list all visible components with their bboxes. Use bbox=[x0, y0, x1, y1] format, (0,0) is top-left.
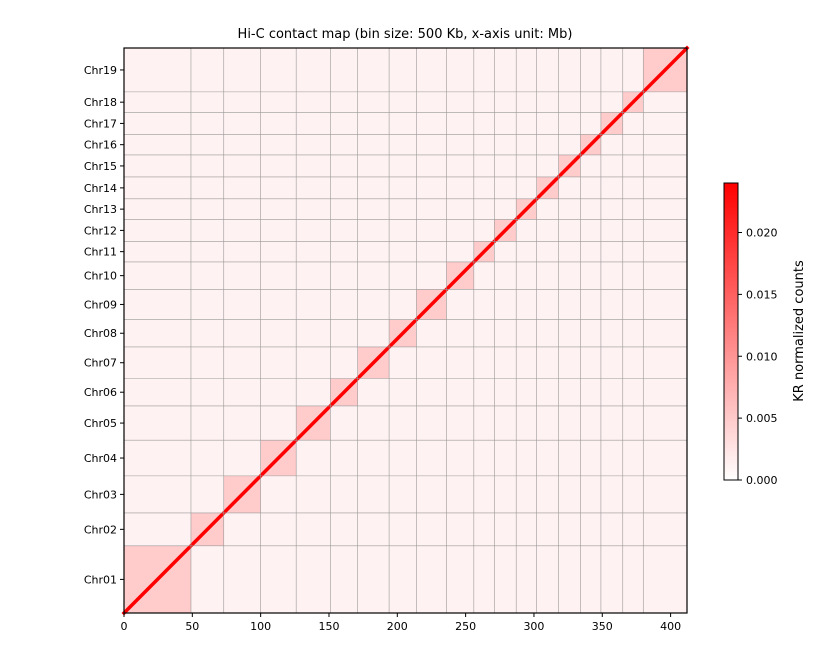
y-tick-label-chr01: Chr01 bbox=[84, 573, 117, 586]
y-tick-label-chr02: Chr02 bbox=[84, 523, 117, 536]
x-tick-label: 0 bbox=[121, 620, 128, 633]
y-tick-label-chr08: Chr08 bbox=[84, 327, 117, 340]
colorbar-tick-label: 0.005 bbox=[746, 412, 778, 425]
y-tick-label-chr18: Chr18 bbox=[84, 96, 117, 109]
y-tick-label-chr17: Chr17 bbox=[84, 117, 117, 130]
y-tick-label-chr07: Chr07 bbox=[84, 357, 117, 370]
y-tick-label-chr12: Chr12 bbox=[84, 224, 117, 237]
y-tick-label-chr03: Chr03 bbox=[84, 488, 117, 501]
x-tick-label: 200 bbox=[387, 620, 408, 633]
y-tick-label-chr14: Chr14 bbox=[84, 182, 117, 195]
colorbar-tick-label: 0.020 bbox=[746, 227, 778, 240]
colorbar-label: KR normalized counts bbox=[792, 260, 807, 402]
y-tick-label-chr05: Chr05 bbox=[84, 417, 117, 430]
x-tick-label: 150 bbox=[318, 620, 339, 633]
heatmap-area bbox=[121, 45, 690, 616]
x-tick-label: 350 bbox=[592, 620, 613, 633]
y-tick-label-chr04: Chr04 bbox=[84, 452, 117, 465]
y-tick-label-chr13: Chr13 bbox=[84, 203, 117, 216]
colorbar-tick-label: 0.015 bbox=[746, 288, 778, 301]
y-axis-chromosome-labels: Chr01 Chr02 Chr03 Chr04 Chr05 Chr06 Chr07 Chr08… bbox=[84, 64, 124, 586]
x-tick-label: 300 bbox=[523, 620, 544, 633]
x-tick-label: 100 bbox=[250, 620, 271, 633]
y-tick-label-chr11: Chr11 bbox=[84, 246, 117, 259]
plot-frame bbox=[123, 47, 688, 614]
y-tick-label-chr19: Chr19 bbox=[84, 64, 117, 77]
x-tick-label: 50 bbox=[185, 620, 199, 633]
y-tick-label-chr09: Chr09 bbox=[84, 298, 117, 311]
colorbar-tick-label: 0.000 bbox=[746, 474, 778, 487]
colorbar-tick-label: 0.010 bbox=[746, 350, 778, 363]
y-tick-label-chr06: Chr06 bbox=[84, 386, 117, 399]
x-tick-label: 250 bbox=[455, 620, 476, 633]
diagonal-contacts bbox=[121, 45, 690, 616]
x-axis-ticks: 0 50 100 150 200 250 300 350 400 bbox=[121, 613, 681, 633]
y-tick-label-chr16: Chr16 bbox=[84, 139, 117, 152]
colorbar: 0.000 0.005 0.010 0.015 0.020 KR normalized … bbox=[723, 182, 807, 487]
colorbar-gradient bbox=[723, 182, 739, 481]
y-tick-label-chr15: Chr15 bbox=[84, 160, 117, 173]
colorbar-ticks: 0.000 0.005 0.010 0.015 0.020 bbox=[738, 227, 778, 487]
x-tick-label: 400 bbox=[660, 620, 681, 633]
y-tick-label-chr10: Chr10 bbox=[84, 270, 117, 283]
chromosome-grid bbox=[124, 48, 687, 613]
chart-title: Hi-C contact map (bin size: 500 Kb, x-ax… bbox=[238, 27, 573, 42]
